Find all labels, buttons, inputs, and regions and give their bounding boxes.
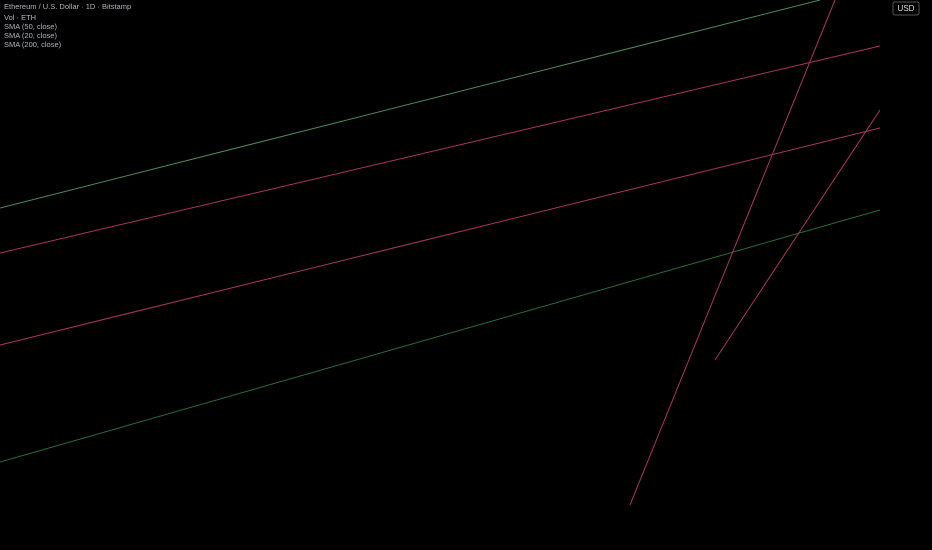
trend-line — [714, 109, 881, 361]
legend-item: SMA (200, close) — [4, 40, 62, 49]
currency-box[interactable] — [892, 1, 920, 16]
currency[interactable]: USD — [898, 4, 915, 13]
price-axis — [880, 0, 932, 535]
legend-item: SMA (20, close) — [4, 31, 57, 40]
legend-item: Vol · ETH — [4, 13, 36, 22]
legend-item: SMA (50, close) — [4, 22, 57, 31]
trend-line — [0, 127, 881, 346]
trend-lines — [0, 0, 881, 506]
trend-line — [0, 0, 821, 209]
trend-line — [0, 209, 881, 463]
trend-line — [0, 45, 881, 254]
trend-line — [629, 0, 836, 506]
chart-title: Ethereum / U.S. Dollar · 1D · Bitstamp — [4, 2, 131, 11]
